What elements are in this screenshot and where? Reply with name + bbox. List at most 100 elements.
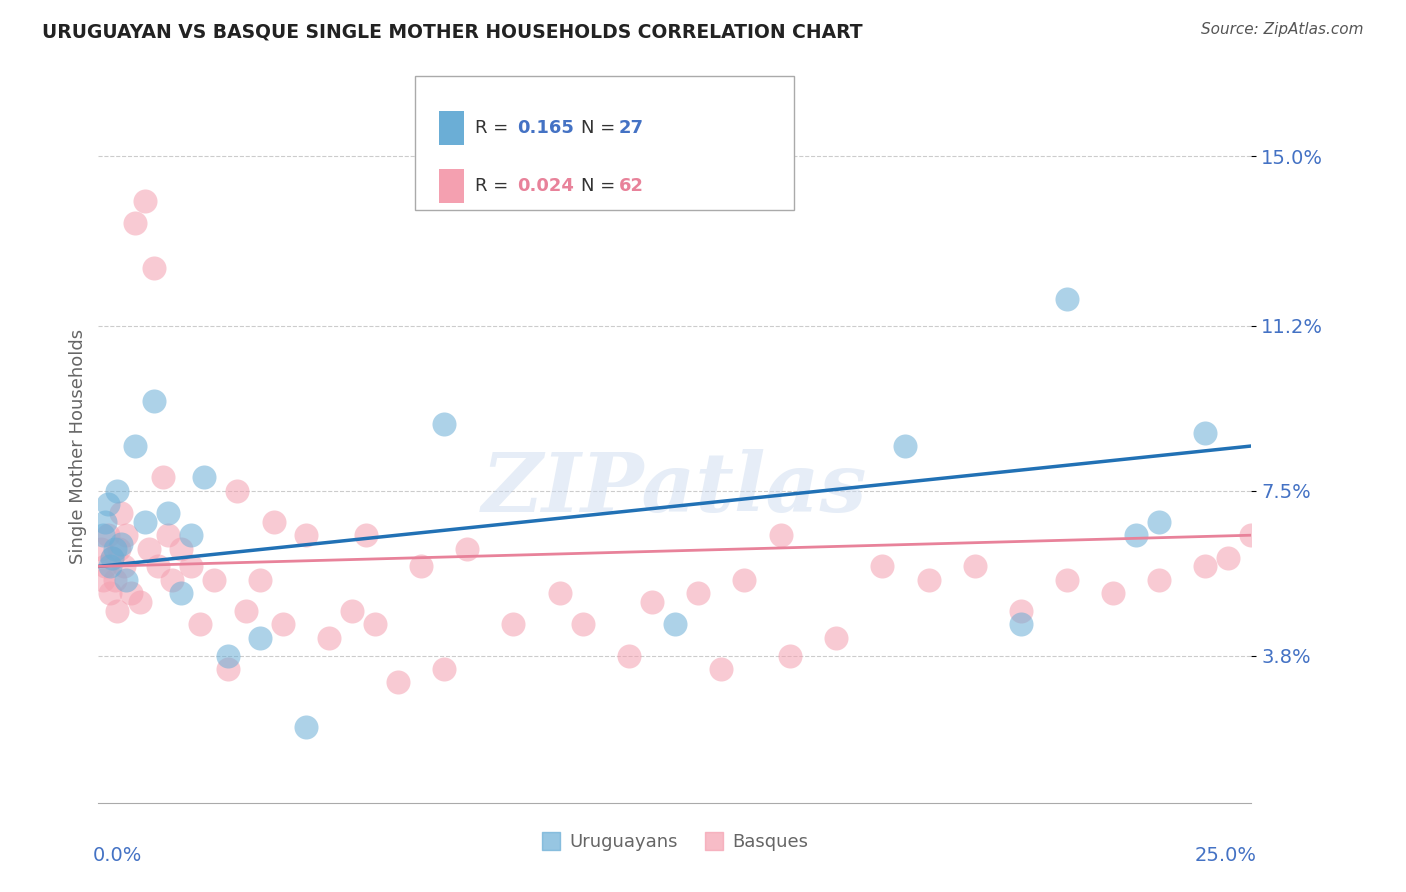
Point [354,528,377,542]
Point [129,595,152,609]
Point [188,617,211,632]
Point [548,586,571,600]
Point [94,515,117,529]
Point [160,573,183,587]
Point [152,470,174,484]
Point [411,559,433,574]
Point [202,573,225,587]
Point [1194,425,1216,440]
Point [156,528,179,542]
Point [91,573,114,587]
Text: R =: R = [475,178,515,195]
Point [963,559,986,574]
Point [779,648,801,663]
Point [142,394,165,409]
Point [1010,604,1032,618]
Point [1056,292,1078,306]
Point [263,515,285,529]
Point [142,260,165,275]
Point [1194,559,1216,574]
Text: 0.0%: 0.0% [93,846,142,864]
Point [110,506,132,520]
Point [502,617,524,632]
Point [1147,515,1170,529]
Point [686,586,709,600]
Point [94,559,117,574]
Point [124,439,146,453]
Point [180,559,202,574]
Point [103,573,125,587]
Point [235,604,257,618]
Point [112,559,135,574]
Point [1147,573,1170,587]
Point [98,586,121,600]
Point [710,662,733,676]
Point [170,586,193,600]
Point [617,648,640,663]
Point [295,720,318,734]
Point [193,470,215,484]
Point [917,573,939,587]
Point [1218,550,1240,565]
Text: Source: ZipAtlas.com: Source: ZipAtlas.com [1201,22,1364,37]
Point [249,631,271,645]
Point [156,506,179,520]
Text: 25.0%: 25.0% [1195,846,1257,864]
Point [571,617,593,632]
Point [664,617,686,632]
Point [98,559,121,574]
Point [364,617,387,632]
Point [1056,573,1078,587]
Point [134,194,156,208]
Text: 0.024: 0.024 [517,178,574,195]
Point [91,528,114,542]
Point [433,417,456,431]
Point [134,515,156,529]
Point [769,528,792,542]
Text: URUGUAYAN VS BASQUE SINGLE MOTHER HOUSEHOLDS CORRELATION CHART: URUGUAYAN VS BASQUE SINGLE MOTHER HOUSEH… [42,22,863,41]
Point [105,483,128,498]
Point [101,550,124,565]
Point [1240,528,1263,542]
Text: ZIPatlas: ZIPatlas [482,449,868,529]
Point [108,541,131,556]
Text: 27: 27 [619,119,644,136]
Text: 62: 62 [619,178,644,195]
Point [641,595,664,609]
Point [894,439,917,453]
Point [97,497,120,511]
Point [105,604,128,618]
Point [170,541,193,556]
Point [103,541,125,556]
Point [217,648,239,663]
Point [1010,617,1032,632]
Point [97,528,120,542]
Point [101,550,124,565]
Point [340,604,363,618]
Text: R =: R = [475,119,515,136]
Y-axis label: Single Mother Households: Single Mother Households [69,328,87,564]
Point [387,675,409,690]
Point [217,662,239,676]
Point [120,586,142,600]
Point [318,631,340,645]
Point [1102,586,1125,600]
Point [138,541,160,556]
Point [456,541,478,556]
Point [433,662,456,676]
Point [110,537,132,551]
Point [124,216,146,230]
Text: N =: N = [581,178,620,195]
Point [115,528,138,542]
Point [825,631,848,645]
Point [90,541,112,556]
Point [115,573,138,587]
Point [295,528,318,542]
Point [148,559,170,574]
Text: N =: N = [581,119,620,136]
Point [1125,528,1147,542]
Text: 0.165: 0.165 [517,119,574,136]
Point [249,573,271,587]
Point [733,573,755,587]
Point [180,528,202,542]
